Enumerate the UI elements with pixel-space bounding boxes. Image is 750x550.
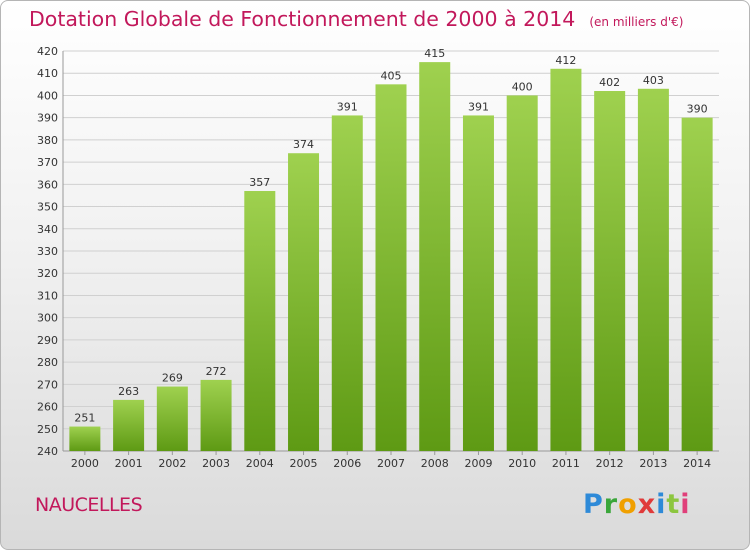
logo-letter: r: [603, 489, 619, 520]
y-tick-label: 330: [37, 245, 58, 258]
bar: [637, 88, 669, 452]
bar-value-label: 415: [424, 47, 445, 60]
x-tick-label: 2008: [421, 457, 449, 470]
bar-value-label: 272: [206, 365, 227, 378]
bar-value-label: 412: [555, 54, 576, 67]
y-tick-label: 370: [37, 156, 58, 169]
x-tick-label: 2002: [158, 457, 186, 470]
bar: [156, 386, 188, 451]
logo-letter: P: [583, 489, 604, 520]
x-tick-label: 2012: [596, 457, 624, 470]
logo-letter: x: [637, 489, 657, 520]
bar-value-label: 391: [468, 100, 489, 113]
bar-value-label: 403: [643, 74, 664, 87]
x-tick-label: 2004: [246, 457, 274, 470]
logo-letter: i: [656, 489, 667, 520]
chart-title-text: Dotation Globale de Fonctionnement de 20…: [29, 7, 576, 31]
bar: [462, 115, 494, 451]
bar-value-label: 405: [381, 69, 402, 82]
x-tick-label: 2014: [683, 457, 711, 470]
y-tick-label: 290: [37, 334, 58, 347]
y-tick-label: 380: [37, 134, 58, 147]
bar: [244, 191, 276, 451]
y-tick-label: 420: [37, 45, 58, 58]
x-tick-label: 2005: [290, 457, 318, 470]
bar: [506, 95, 538, 451]
x-tick-label: 2009: [464, 457, 492, 470]
unit-note: (en milliers d'€): [589, 15, 684, 29]
y-tick-label: 280: [37, 356, 58, 369]
bar-value-label: 390: [687, 103, 708, 116]
y-tick-label: 310: [37, 289, 58, 302]
proxiti-logo: Proxiti: [583, 489, 691, 520]
logo-letter: i: [680, 489, 691, 520]
bar: [550, 68, 582, 452]
bar-value-label: 251: [74, 412, 95, 425]
chart-title: Dotation Globale de Fonctionnement de 20…: [29, 7, 683, 31]
y-tick-label: 390: [37, 112, 58, 125]
bar: [375, 84, 407, 451]
y-tick-label: 360: [37, 178, 58, 191]
bar: [419, 62, 451, 451]
y-tick-label: 410: [37, 67, 58, 80]
y-tick-label: 400: [37, 89, 58, 102]
y-tick-label: 250: [37, 423, 58, 436]
x-tick-label: 2001: [115, 457, 143, 470]
bar-value-label: 374: [293, 138, 314, 151]
bar: [288, 153, 320, 451]
x-tick-label: 2013: [639, 457, 667, 470]
town-name: NAUCELLES: [35, 494, 143, 516]
bar-value-label: 400: [512, 80, 533, 93]
logo-letter: o: [618, 489, 638, 520]
y-tick-label: 340: [37, 223, 58, 236]
bar: [200, 379, 232, 451]
y-tick-label: 240: [37, 445, 58, 458]
bar: [69, 426, 101, 451]
bar-value-label: 391: [337, 100, 358, 113]
y-tick-label: 300: [37, 312, 58, 325]
y-tick-label: 260: [37, 401, 58, 414]
bar: [113, 399, 145, 451]
data-labels: 251 263 269 272 357 374 391 405 415 391 400 412 402 4…: [74, 47, 707, 424]
y-tick-label: 350: [37, 201, 58, 214]
bar-value-label: 357: [249, 176, 270, 189]
bar: [594, 91, 626, 451]
x-tick-label: 2003: [202, 457, 230, 470]
y-tick-label: 320: [37, 267, 58, 280]
x-tick-label: 2010: [508, 457, 536, 470]
x-tick-label: 2007: [377, 457, 405, 470]
x-tick-label: 2006: [333, 457, 361, 470]
logo-letter: t: [666, 489, 681, 520]
bar-value-label: 269: [162, 372, 183, 385]
x-tick-label: 2011: [552, 457, 580, 470]
bar: [331, 115, 363, 451]
x-tick-label: 2000: [71, 457, 99, 470]
bars: [69, 62, 713, 452]
axes: 240 250 260 270 280 290 300 310 320 330 340 350 360 3…: [37, 45, 719, 470]
y-tick-label: 270: [37, 378, 58, 391]
bar-value-label: 263: [118, 385, 139, 398]
bar-value-label: 402: [599, 76, 620, 89]
bar: [681, 117, 713, 452]
